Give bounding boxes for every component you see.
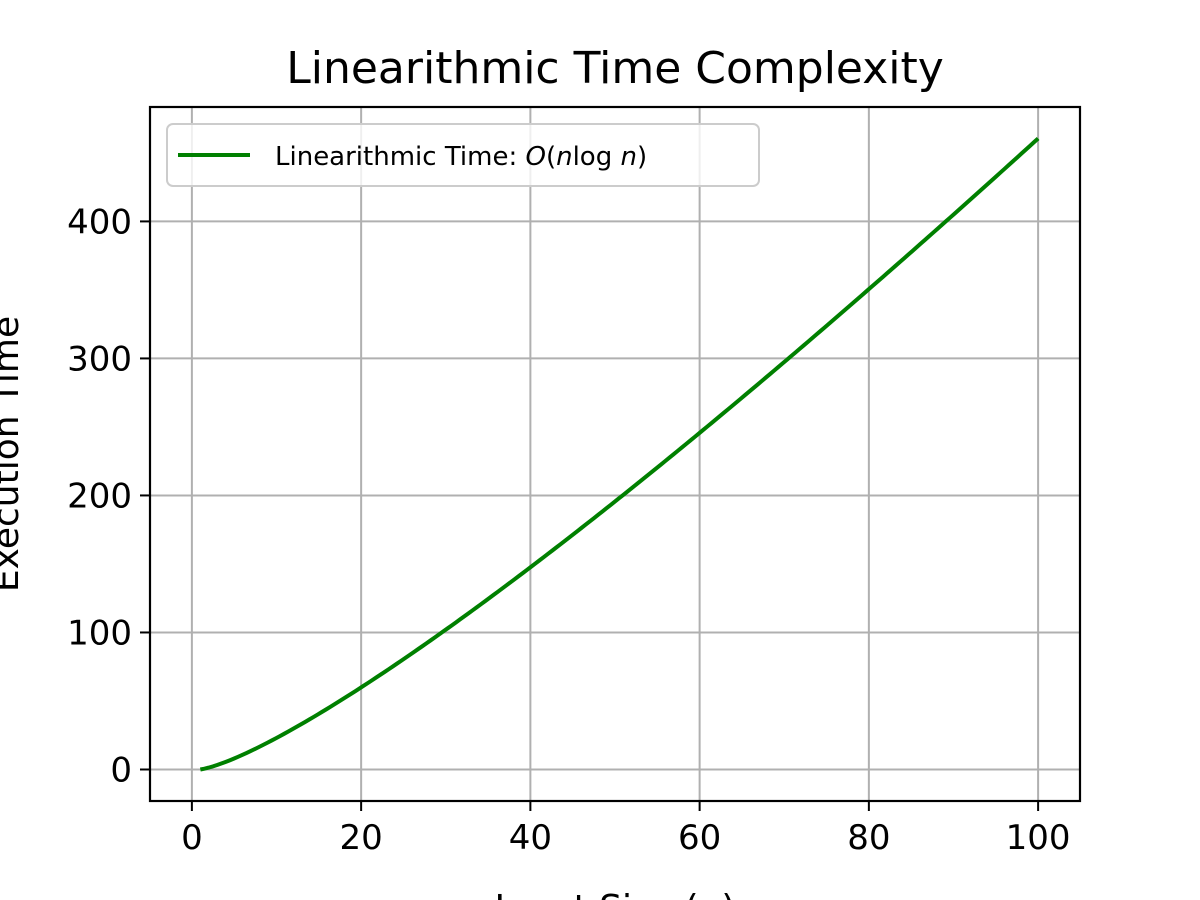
x-tick-label: 80 — [847, 818, 890, 858]
ticks: 0 20 40 60 80 100 0 100 200 300 400 — [67, 202, 1070, 858]
plot-frame — [148, 105, 1082, 803]
series-layer — [199, 137, 1040, 772]
x-tick-label: 100 — [1006, 818, 1071, 858]
series-line — [199, 137, 1040, 772]
x-tick-label: 20 — [340, 818, 383, 858]
legend: Linearithmic Time: O(nlog n) — [166, 123, 760, 187]
x-tick-label: 40 — [509, 818, 552, 858]
x-axis-label: Input Size (n) — [495, 888, 736, 900]
legend-frame — [166, 123, 760, 187]
legend-label: Linearithmic Time: O(nlog n) — [275, 142, 647, 172]
x-tick-label: 0 — [181, 818, 203, 858]
y-tick-label: 100 — [67, 613, 132, 653]
y-tick-label: 400 — [67, 202, 132, 242]
x-tick-label: 60 — [678, 818, 721, 858]
y-tick-label: 0 — [110, 750, 132, 790]
y-tick-label: 300 — [67, 339, 132, 379]
grid — [150, 107, 1080, 801]
y-axis-label: Execution Time — [0, 316, 27, 592]
chart-title: Linearithmic Time Complexity — [286, 43, 944, 94]
y-tick-label: 200 — [67, 476, 132, 516]
